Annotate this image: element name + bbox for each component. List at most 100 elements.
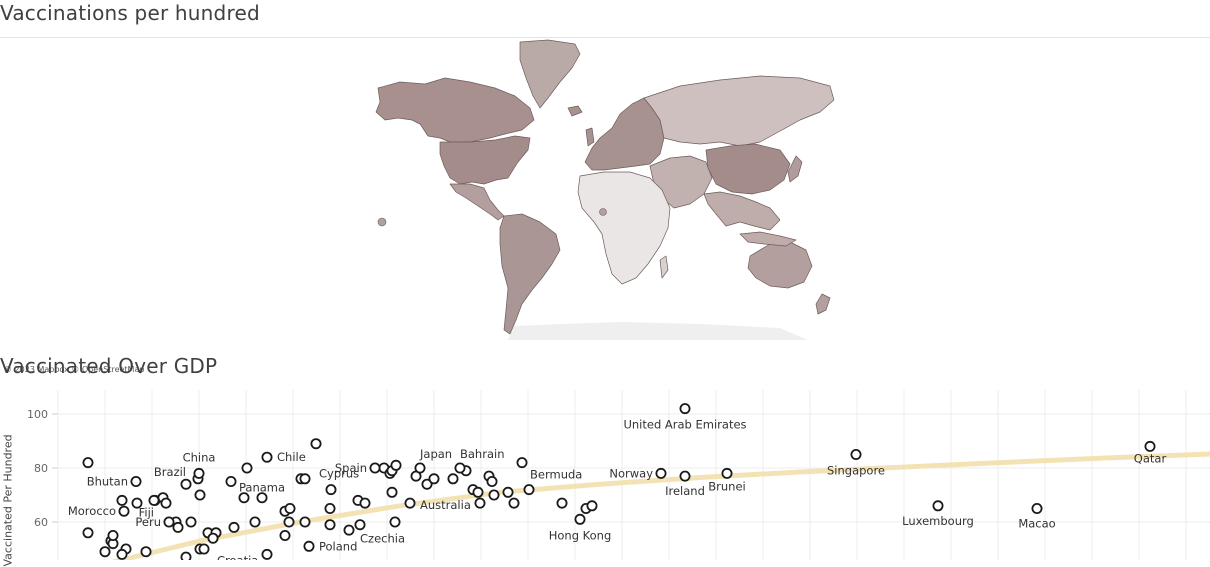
point-label-morocco: Morocco [68,504,116,518]
map-region-south-america[interactable] [499,213,561,335]
point-labels: Qatar United Arab Emirates Singapore Luxemb… [68,418,1167,560]
data-point [428,473,440,485]
point-label-peru: Peru [135,515,161,529]
map-region-madagascar[interactable] [659,255,669,279]
data-point [198,543,210,555]
point-label-czechia: Czechia [360,532,405,546]
map-region-south-asia[interactable] [703,191,781,231]
data-point [299,473,311,485]
point-label-ireland: Ireland [665,484,705,498]
data-point [508,497,520,509]
data-point-poland [303,540,315,552]
data-point [502,486,514,498]
data-point-panama [225,476,237,488]
map-region-iceland[interactable] [567,105,583,117]
trend-line [110,451,1210,560]
map-region-greenland[interactable] [519,39,581,109]
data-point [359,497,371,509]
data-point [283,516,295,528]
map-island[interactable] [377,217,387,227]
data-point-china [193,467,205,479]
y-axis-ticks: 60 80 100 [27,408,58,529]
data-point [131,497,143,509]
point-label-china: China [183,450,216,464]
y-tick-label: 100 [27,408,48,421]
point-label-hong-kong: Hong Kong [549,528,612,542]
map-region-japan[interactable] [787,155,803,183]
world-map-svg [375,39,835,340]
map-region-canada[interactable] [375,77,535,143]
map-region-new-zealand[interactable] [815,293,831,315]
scatter-plot-svg: 60 80 100 Qatar United Arab Emirates Singapo… [27,390,1210,560]
data-point-norway [655,467,667,479]
data-points [82,403,1156,560]
data-point [386,486,398,498]
data-point [194,489,206,501]
data-point-ireland [679,470,691,482]
data-point [82,527,94,539]
map-region-china[interactable] [705,143,791,195]
data-point-united-arab-emirates [679,403,691,415]
map-region-uk[interactable] [585,127,595,147]
data-point [107,529,119,541]
map-region-indonesia[interactable] [739,231,797,247]
data-point-chile [261,451,273,463]
data-point [390,459,402,471]
data-point [343,524,355,536]
map-region-australia[interactable] [747,241,813,289]
data-point [256,492,268,504]
y-tick-label: 80 [34,462,48,475]
data-point [447,473,459,485]
map-region-russia[interactable] [643,75,835,147]
map-island[interactable] [599,208,607,216]
data-point [556,497,568,509]
data-point [421,478,433,490]
point-label-japan: Japan [419,447,452,461]
data-point [586,500,598,512]
data-point-fiji [148,494,160,506]
data-point [488,489,500,501]
scatter-chart[interactable]: 60 80 100 Qatar United Arab Emirates Singapo… [0,390,1210,567]
data-point-croatia [261,548,273,560]
data-point-singapore [850,449,862,461]
data-point-bhutan [130,476,142,488]
map-region-africa[interactable] [577,171,671,285]
data-point-cyprus [325,484,337,496]
data-point [207,532,219,544]
data-point-hong-kong [574,513,586,525]
data-point [324,503,336,515]
y-axis-title: Vaccinated Per Hundred [1,434,15,567]
point-label-united-arab-emirates: United Arab Emirates [623,418,746,432]
data-point-brunei [721,467,733,479]
data-point-bermuda [516,457,528,469]
point-label-qatar: Qatar [1134,451,1167,465]
point-label-poland: Poland [319,539,357,553]
point-label-bermuda: Bermuda [530,468,582,482]
y-tick-label: 60 [34,516,48,529]
world-map[interactable]: © 2023 Mapbox © OpenStreetMap [0,38,1210,374]
data-point [389,516,401,528]
data-point [310,438,322,450]
point-label-spain: Spain [335,461,367,475]
data-point [249,516,261,528]
data-point [523,484,535,496]
data-point-qatar [1144,440,1156,452]
point-label-norway: Norway [609,466,653,480]
point-label-luxembourg: Luxembourg [902,514,974,528]
data-point-macao [1031,503,1043,515]
section-divider [0,37,1210,38]
map-region-central-america[interactable] [449,183,505,221]
point-label-chile: Chile [277,450,306,464]
point-label-australia: Australia [420,498,471,512]
data-point-australia [474,497,486,509]
map-region-usa[interactable] [439,135,531,185]
data-point [140,546,152,558]
data-point-czechia [354,519,366,531]
point-label-croatia: Croatia [217,553,258,560]
data-point-luxembourg [932,500,944,512]
data-point-bahrain [454,462,466,474]
point-label-cyprus: Cyprus [319,467,359,481]
data-point [284,503,296,515]
map-attribution[interactable]: © 2023 Mapbox © OpenStreetMap [2,365,147,374]
data-point [324,519,336,531]
